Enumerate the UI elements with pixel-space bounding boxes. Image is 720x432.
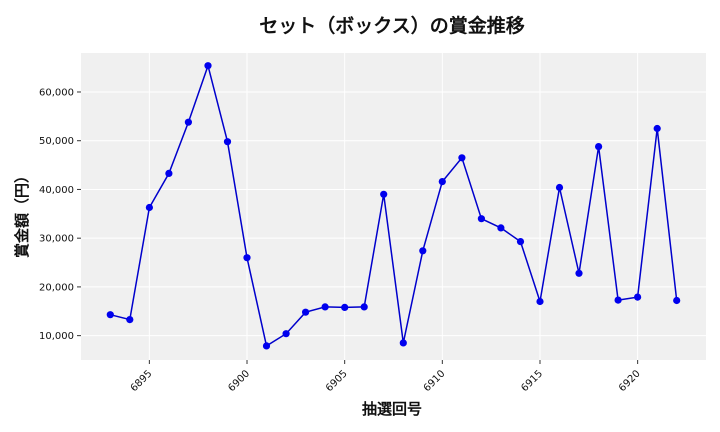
y-axis-label: 賞金額（円） xyxy=(13,168,31,258)
plot-area xyxy=(81,53,706,360)
y-tick-label: 60,000 xyxy=(39,87,74,98)
data-point xyxy=(634,293,642,301)
series-points xyxy=(106,62,681,350)
data-point xyxy=(555,183,564,192)
y-tick-label: 30,000 xyxy=(39,234,74,245)
data-point xyxy=(673,296,681,305)
y-axis-ticks: 10,000 20,000 30,000 40,000 50,000 60,000 xyxy=(39,87,81,342)
data-point xyxy=(243,254,251,262)
data-point xyxy=(575,269,583,277)
x-tick-label: 6910 xyxy=(422,368,448,394)
y-tick-label: 50,000 xyxy=(39,136,74,147)
y-tick-label: 10,000 xyxy=(39,331,74,342)
x-axis-ticks: 6895 6900 6905 6910 6915 6920 xyxy=(129,360,643,394)
data-point xyxy=(653,124,661,133)
data-point xyxy=(204,62,212,70)
data-point xyxy=(614,296,622,304)
data-point xyxy=(184,118,192,126)
data-point xyxy=(477,215,485,223)
data-point xyxy=(223,138,232,146)
data-point xyxy=(497,224,505,232)
y-tick-label: 40,000 xyxy=(39,185,74,196)
x-tick-label: 6900 xyxy=(226,368,252,394)
grid-lines xyxy=(81,53,706,360)
x-tick-label: 6915 xyxy=(519,368,545,394)
series-line xyxy=(110,63,678,348)
data-point xyxy=(458,154,466,162)
x-tick-label: 6920 xyxy=(617,368,643,394)
data-point xyxy=(438,178,446,186)
x-axis-label: 抽選回号 xyxy=(362,400,422,418)
x-tick-label: 6905 xyxy=(324,368,350,394)
data-point xyxy=(516,238,525,246)
data-point xyxy=(419,247,427,255)
data-point xyxy=(165,169,173,177)
data-point xyxy=(360,303,368,311)
data-point xyxy=(282,330,290,338)
data-point xyxy=(341,303,349,311)
x-tick-label: 6895 xyxy=(129,368,155,394)
data-point xyxy=(399,339,407,347)
data-point xyxy=(380,190,388,198)
data-point xyxy=(126,316,134,324)
data-point xyxy=(106,311,114,319)
data-point xyxy=(536,297,544,306)
data-point xyxy=(262,342,271,350)
y-tick-label: 20,000 xyxy=(39,282,74,293)
data-point xyxy=(145,203,153,212)
data-point xyxy=(595,143,603,151)
chart-title: セット（ボックス）の賞金推移 xyxy=(259,14,524,37)
data-point xyxy=(321,303,329,311)
data-point xyxy=(302,308,310,316)
